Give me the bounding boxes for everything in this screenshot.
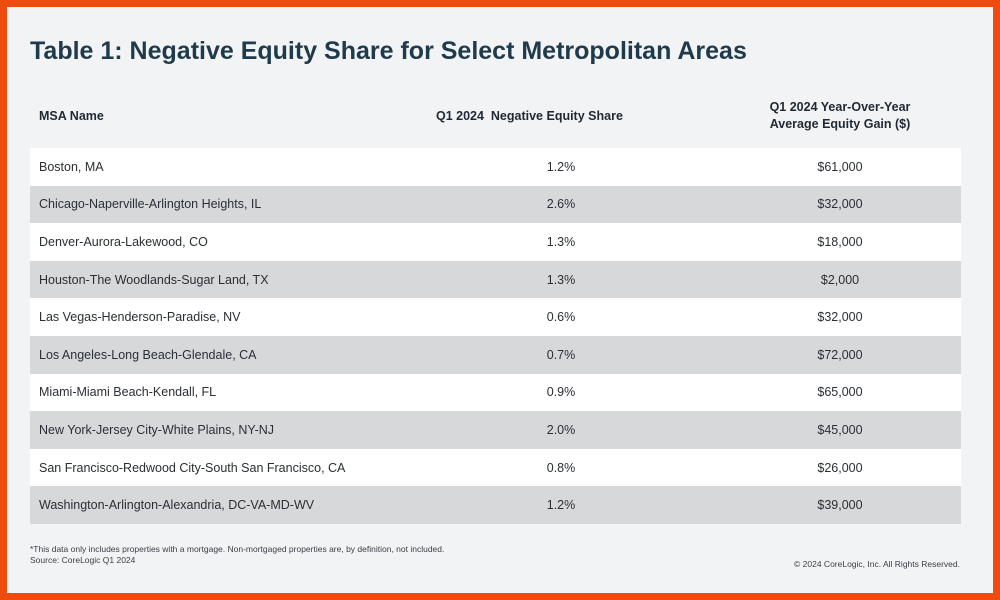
table-row: Denver-Aurora-Lakewood, CO 1.3% $18,000: [30, 223, 961, 261]
table-title: Table 1: Negative Equity Share for Selec…: [30, 37, 747, 65]
cell-negative-equity-share: 0.6%: [546, 310, 576, 325]
cell-negative-equity-share: 2.6%: [546, 197, 576, 212]
cell-msa-name: Washington-Arlington-Alexandria, DC-VA-M…: [39, 498, 315, 513]
cell-msa-name: Chicago-Naperville-Arlington Heights, IL: [39, 197, 262, 212]
table-body: Boston, MA 1.2% $61,000 Chicago-Naperville-…: [30, 148, 961, 524]
cell-msa-name: Las Vegas-Henderson-Paradise, NV: [39, 310, 241, 325]
cell-equity-gain: $61,000: [817, 159, 863, 174]
table-header: MSA Name Q1 2024 Negative Equity Share Q…: [30, 92, 961, 148]
table-card: Table 1: Negative Equity Share for Selec…: [7, 7, 993, 593]
cell-equity-gain: $26,000: [817, 460, 863, 475]
table-row: New York-Jersey City-White Plains, NY-NJ…: [30, 411, 961, 449]
cell-negative-equity-share: 1.3%: [546, 272, 576, 287]
cell-msa-name: Miami-Miami Beach-Kendall, FL: [39, 385, 217, 400]
table-row: Washington-Arlington-Alexandria, DC-VA-M…: [30, 486, 961, 524]
table-row: Las Vegas-Henderson-Paradise, NV 0.6% $32,…: [30, 298, 961, 336]
header-equity-gain-line1: Q1 2024 Year-Over-Year: [769, 100, 911, 114]
table-row: Boston, MA 1.2% $61,000: [30, 148, 961, 186]
cell-negative-equity-share: 0.7%: [546, 347, 576, 362]
cell-equity-gain: $18,000: [817, 234, 863, 249]
table-row: Miami-Miami Beach-Kendall, FL 0.9% $65,000: [30, 373, 961, 412]
table-row: Chicago-Naperville-Arlington Heights, IL…: [30, 185, 961, 224]
header-equity-gain: Q1 2024 Year-Over-Year Average Equity Ga…: [727, 99, 953, 133]
equity-table: MSA Name Q1 2024 Negative Equity Share Q…: [30, 92, 961, 524]
table-row: San Francisco-Redwood City-South San Fra…: [30, 448, 961, 487]
cell-msa-name: San Francisco-Redwood City-South San Fra…: [39, 460, 346, 475]
cell-msa-name: New York-Jersey City-White Plains, NY-NJ: [39, 422, 275, 437]
cell-msa-name: Boston, MA: [39, 159, 104, 174]
cell-negative-equity-share: 1.2%: [546, 498, 576, 513]
cell-equity-gain: $45,000: [817, 422, 863, 437]
copyright: © 2024 CoreLogic, Inc. All Rights Reserv…: [794, 559, 960, 569]
cell-msa-name: Los Angeles-Long Beach-Glendale, CA: [39, 347, 257, 362]
cell-equity-gain: $72,000: [817, 347, 863, 362]
cell-negative-equity-share: 1.3%: [546, 234, 576, 249]
table-row: Houston-The Woodlands-Sugar Land, TX 1.3%…: [30, 260, 961, 299]
cell-equity-gain: $32,000: [817, 310, 863, 325]
header-negative-equity-share: Q1 2024 Negative Equity Share: [436, 109, 623, 123]
cell-negative-equity-share: 2.0%: [546, 422, 576, 437]
cell-negative-equity-share: 0.8%: [546, 460, 576, 475]
cell-equity-gain: $2,000: [820, 272, 860, 287]
footnote-disclaimer: *This data only includes properties with…: [30, 544, 445, 554]
table-row: Los Angeles-Long Beach-Glendale, CA 0.7% $…: [30, 335, 961, 374]
cell-equity-gain: $65,000: [817, 385, 863, 400]
footnote-source: Source: CoreLogic Q1 2024: [30, 555, 136, 565]
footnote: *This data only includes properties with…: [30, 544, 444, 566]
cell-msa-name: Houston-The Woodlands-Sugar Land, TX: [39, 272, 269, 287]
header-equity-gain-line2: Average Equity Gain ($): [769, 117, 911, 131]
cell-equity-gain: $39,000: [817, 498, 863, 513]
cell-equity-gain: $32,000: [817, 197, 863, 212]
header-msa-name: MSA Name: [39, 109, 104, 123]
cell-negative-equity-share: 1.2%: [546, 159, 576, 174]
cell-msa-name: Denver-Aurora-Lakewood, CO: [39, 234, 208, 249]
cell-negative-equity-share: 0.9%: [546, 385, 576, 400]
